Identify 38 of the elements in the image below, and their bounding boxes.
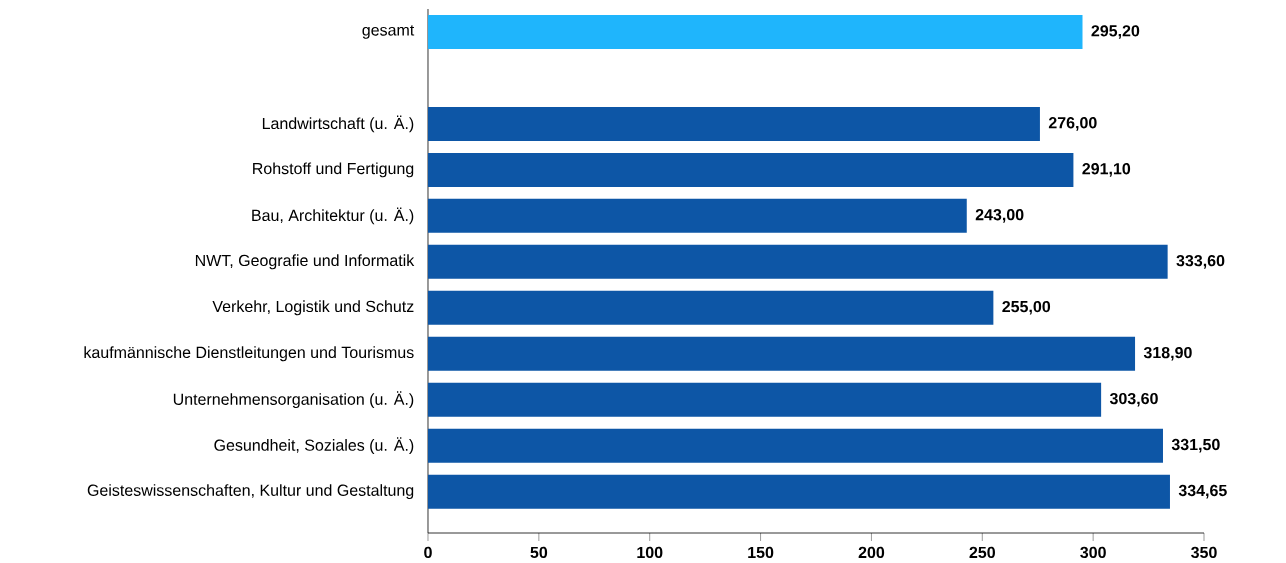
y-tick-label: gesamt bbox=[362, 25, 415, 39]
data-label: 243,00 bbox=[975, 209, 1024, 223]
data-label: 255,00 bbox=[1002, 300, 1051, 315]
data-label: 291,10 bbox=[1082, 163, 1131, 177]
data-label: 276,00 bbox=[1048, 117, 1097, 131]
y-tick-label: Rohstoff und Fertigung bbox=[253, 162, 414, 178]
y-tick-label: Landwirtschaft (u. Ä.) bbox=[262, 115, 414, 133]
y-tick-label: Gesundheit, Soziales (u. Ä.) bbox=[214, 437, 414, 455]
y-tick-label: Geisteswissenschaften, Kultur und Gestaltung bbox=[87, 484, 414, 500]
bar bbox=[428, 106, 1040, 141]
data-label: 303,60 bbox=[1109, 392, 1158, 407]
bar bbox=[428, 336, 1136, 371]
x-tick-label: 200 bbox=[858, 546, 885, 559]
y-tick-label: Unternehmensorganisation (u. Ä.) bbox=[173, 391, 414, 409]
x-tick-label: 300 bbox=[1080, 546, 1106, 559]
bar bbox=[428, 152, 1074, 187]
bar bbox=[428, 198, 967, 233]
y-tick-label: Bau, Architektur (u. Ä.) bbox=[252, 207, 414, 225]
y-tick-label: NWT, Geografie und Informatik bbox=[195, 254, 415, 270]
data-label: 331,50 bbox=[1171, 438, 1220, 453]
x-tick-label: 250 bbox=[969, 546, 995, 559]
data-label: 318,90 bbox=[1143, 346, 1192, 361]
bar bbox=[428, 382, 1102, 417]
x-tick-label: 150 bbox=[748, 546, 774, 559]
bar bbox=[428, 428, 1163, 463]
x-tick-label: 0 bbox=[424, 546, 432, 559]
data-label: 295,20 bbox=[1091, 25, 1140, 39]
y-tick-label: kaufmännische Dienstleitungen und Tourismus bbox=[84, 346, 414, 362]
x-tick-label: 100 bbox=[637, 546, 663, 559]
x-tick-label: 50 bbox=[530, 546, 548, 559]
bar bbox=[428, 290, 994, 325]
bar bbox=[428, 474, 1170, 509]
bar bbox=[428, 244, 1168, 279]
x-tick-label: 350 bbox=[1191, 546, 1217, 559]
data-label: 334,65 bbox=[1178, 484, 1227, 499]
bar bbox=[428, 14, 1083, 49]
y-tick-label: Verkehr, Logistik und Schutz bbox=[212, 300, 414, 316]
data-label: 333,60 bbox=[1176, 254, 1225, 269]
